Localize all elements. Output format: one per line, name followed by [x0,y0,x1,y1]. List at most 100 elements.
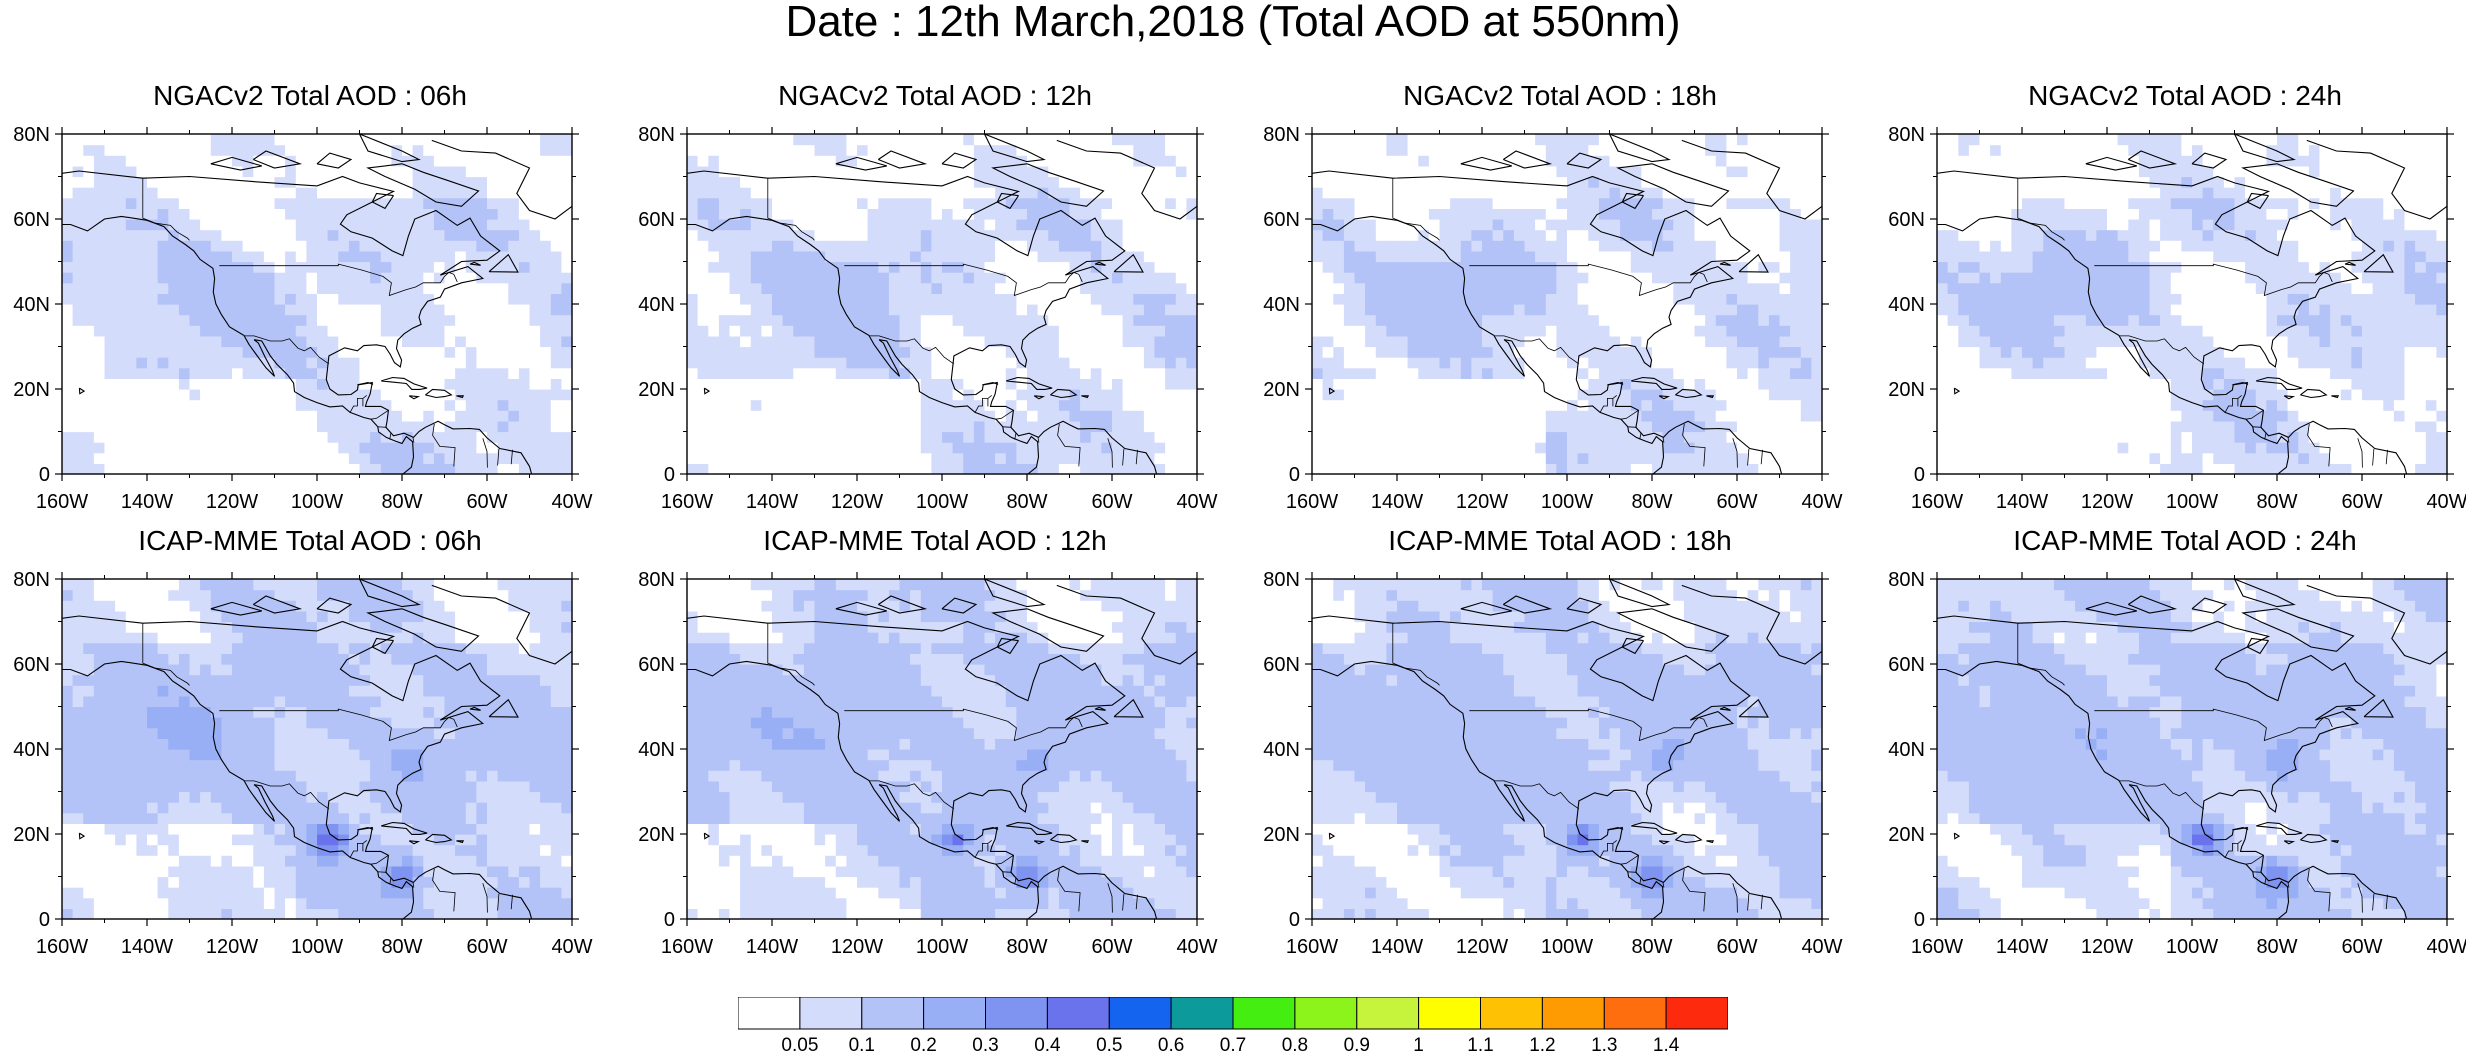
colorbar-label: 1.3 [1591,1035,1617,1053]
coastline [2283,840,2296,845]
border-line [1122,448,1125,466]
coastline [1094,261,1106,266]
lat-tick-label: 20N [1888,379,1925,401]
lat-tick-label: 0 [39,909,50,931]
coastline [2234,134,2296,163]
coastline [1328,387,1336,395]
map-panel-ngac-12h: 0 20N 40N 60N 80N 160W 140W 120W 100W 80W 60W 40W N… [625,80,1245,549]
border-line [1732,883,1738,913]
lat-tick-label: 60N [638,209,675,231]
coastline [2256,821,2303,835]
border-line [1037,437,1040,443]
border-line [510,449,513,465]
map-svg: 0 20N 40N 60N 80N 160W 140W 120W 100W 80W 60W 40W [1888,569,2466,958]
colorbar-swatch [738,997,801,1030]
coastline [1081,840,1090,844]
border-line [1599,840,1617,858]
border-line [1760,449,1763,465]
coastline [2127,150,2178,169]
coastline [2085,601,2137,616]
lat-tick-label: 60N [638,654,675,676]
coastline [1033,840,1046,845]
map-svg: 0 20N 40N 60N 80N 160W 140W 120W 100W 80W 60W 40W [13,569,592,958]
coastline [62,615,533,919]
lon-tick-label: 140W [1996,491,2048,513]
coastline [252,150,303,169]
aod-field [687,134,1197,474]
coastline [1033,395,1046,400]
border-line [219,708,458,742]
border-line [1639,433,1642,440]
border-line [767,178,815,241]
coastline [469,706,481,711]
coastline [984,579,1046,608]
coastline [2246,192,2269,210]
coastline [2331,395,2340,399]
lon-tick-label: 160W [661,936,713,958]
coastline [1113,698,1144,718]
border-line [995,409,1014,420]
border-line [1627,426,1637,428]
lat-tick-label: 0 [1914,464,1925,486]
border-line [2119,780,2205,810]
lat-tick-label: 60N [1888,654,1925,676]
lon-tick-label: 60W [466,491,507,513]
lon-tick-label: 60W [2341,936,2382,958]
border-line [370,409,389,420]
coastline [2283,395,2296,400]
lat-tick-label: 40N [638,739,675,761]
coastline [1621,192,1644,210]
lon-tick-label: 120W [831,936,883,958]
lon-tick-label: 40W [2426,491,2466,513]
coastline [2246,637,2269,655]
coastline [431,139,572,220]
coastline [1460,156,1512,171]
coastline [991,163,1105,207]
border-line [349,395,367,413]
colorbar-label: 0.2 [910,1035,936,1053]
coastline [941,597,978,614]
coastline [2331,840,2340,844]
coastline [1616,608,1730,652]
coastline [408,395,421,400]
map-panel-ngac-18h: 0 20N 40N 60N 80N 160W 140W 120W 100W 80W 60W 40W N… [1250,80,1870,549]
coastline [252,595,303,614]
lon-tick-label: 80W [381,491,422,513]
border-line [2357,438,2363,468]
coastline [1953,832,1961,840]
coastline [991,608,1105,652]
coastline [941,152,978,169]
lon-tick-label: 60W [1091,936,1132,958]
coastline [488,253,519,273]
lat-tick-label: 80N [1263,124,1300,146]
lon-tick-label: 80W [381,936,422,958]
coastline [1658,840,1671,845]
coastline [1609,134,1671,163]
aod-field [1937,579,2447,919]
lat-tick-label: 80N [13,124,50,146]
border-line [510,894,513,910]
lat-tick-label: 60N [1263,209,1300,231]
coastline [996,192,1019,210]
lon-tick-label: 160W [661,491,713,513]
border-line [1002,871,1012,873]
coastline [78,832,86,840]
lat-tick-label: 0 [1289,464,1300,486]
map-svg: 0 20N 40N 60N 80N 160W 140W 120W 100W 80W 60W 40W [13,124,592,513]
coastline [456,840,465,844]
coastline [1937,170,2408,474]
lat-tick-label: 0 [39,464,50,486]
coastline [2306,584,2447,665]
lat-tick-label: 20N [13,824,50,846]
political-borders [1392,623,1763,913]
map-svg: 0 20N 40N 60N 80N 160W 140W 120W 100W 80W 60W 40W [1888,124,2466,513]
coastline [1706,395,1715,399]
colorbar-label: 0.7 [1220,1035,1246,1053]
colorbar-label: 1.2 [1529,1035,1555,1053]
lon-tick-label: 80W [1631,491,1672,513]
coastline [359,134,421,163]
map-panel-icap-06h: 0 20N 40N 60N 80N 160W 140W 120W 100W 80W 60W 40W I… [0,525,620,994]
lon-tick-label: 160W [1911,936,1963,958]
coastline [366,163,480,207]
colorbar-label: 0.1 [849,1035,875,1053]
